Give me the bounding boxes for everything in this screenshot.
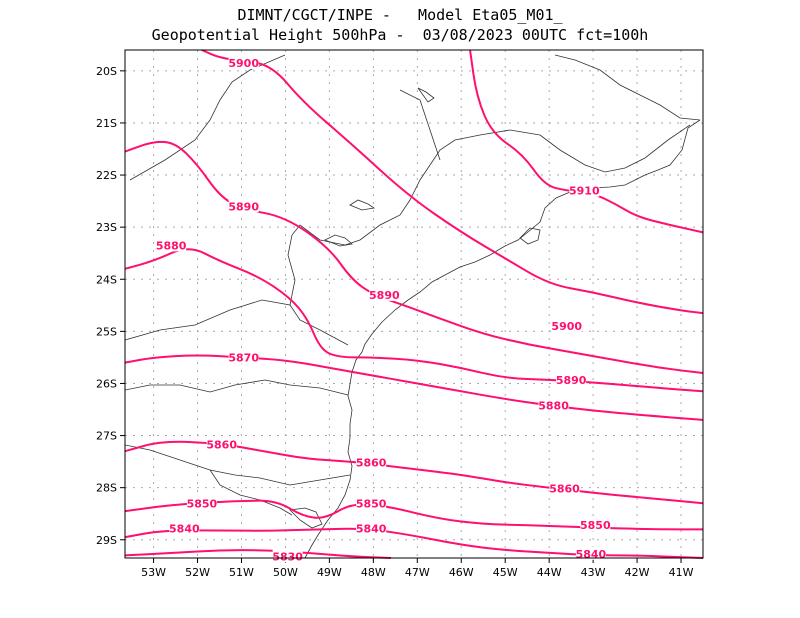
x-tick-label: 44W xyxy=(537,566,562,579)
map-frame xyxy=(124,49,704,559)
y-tick-label: 24S xyxy=(96,273,117,286)
contour-label: 5830 xyxy=(272,550,303,563)
x-tick-label: 52W xyxy=(185,566,210,579)
contour-5910 xyxy=(469,49,704,234)
contour-label-bg xyxy=(228,56,259,70)
contour-5900 xyxy=(201,49,704,315)
y-tick-label: 22S xyxy=(96,169,117,182)
y-tick-label: 27S xyxy=(96,430,117,443)
lagoon-outline xyxy=(289,507,323,529)
x-tick-label: 48W xyxy=(361,566,386,579)
contour-label: 5840 xyxy=(576,548,607,561)
contour-5890 xyxy=(124,140,704,375)
x-tick-label: 50W xyxy=(273,566,298,579)
contour-label: 5840 xyxy=(356,522,387,535)
geopotential-contours: 5830 5840 5840 5840 5850 5850 5850 5860 5860 5860… xyxy=(124,49,704,563)
state-border-6 xyxy=(129,54,286,181)
x-tick-label: 53W xyxy=(141,566,166,579)
contour-label: 5850 xyxy=(580,519,611,532)
contour-label: 5860 xyxy=(206,438,237,451)
contour-label: 5840 xyxy=(169,522,200,535)
bay-outline xyxy=(519,227,541,245)
contour-label: 5850 xyxy=(187,497,218,510)
contour-label-bg xyxy=(551,319,582,333)
contour-label: 5860 xyxy=(356,457,387,470)
contour-5870 xyxy=(124,354,704,421)
state-border-1 xyxy=(124,299,349,346)
reservoir-3 xyxy=(417,87,435,103)
contour-5880 xyxy=(124,248,704,393)
contour-label-bg xyxy=(228,350,259,364)
y-tick-label: 21S xyxy=(96,117,117,130)
y-tick-label: 23S xyxy=(96,221,117,234)
x-tick-label: 43W xyxy=(581,566,606,579)
contour-label: 5860 xyxy=(549,483,580,496)
contour-label-bg xyxy=(575,546,606,560)
contour-label-bg xyxy=(206,437,237,451)
coastline-and-borders xyxy=(124,54,701,559)
contour-label-bg xyxy=(356,496,387,510)
state-border-9 xyxy=(554,54,701,121)
x-tick-label: 41W xyxy=(669,566,694,579)
contour-label-bg xyxy=(228,199,259,213)
contour-label: 5890 xyxy=(228,200,259,213)
state-border-4 xyxy=(209,469,293,516)
y-tick-label: 25S xyxy=(96,325,117,338)
contour-label-bg xyxy=(169,521,200,535)
contour-label: 5870 xyxy=(228,351,259,364)
x-tick-label: 45W xyxy=(493,566,518,579)
reservoir-2 xyxy=(324,234,353,247)
y-tick-label: 28S xyxy=(96,482,117,495)
y-tick-label: 20S xyxy=(96,65,117,78)
contour-label: 5910 xyxy=(569,185,600,198)
contour-label: 5880 xyxy=(538,399,569,412)
x-tick-label: 42W xyxy=(625,566,650,579)
contour-label-bg xyxy=(556,372,587,386)
state-border-8 xyxy=(539,124,691,173)
contour-label: 5850 xyxy=(356,497,387,510)
y-tick-label: 26S xyxy=(96,377,117,390)
contour-label: 5890 xyxy=(369,289,400,302)
contour-label: 5900 xyxy=(551,320,582,333)
contour-label-bg xyxy=(369,287,400,301)
reservoir-1 xyxy=(349,199,376,211)
y-tick-label: 29S xyxy=(96,534,117,547)
contour-5830 xyxy=(124,549,391,559)
contour-label: 5880 xyxy=(156,239,187,252)
contour-label-bg xyxy=(356,521,387,535)
contour-label-bg xyxy=(272,549,303,563)
contour-label-bg xyxy=(156,238,187,252)
contour-label: 5890 xyxy=(556,374,587,387)
state-border-7 xyxy=(399,89,441,161)
contour-label: 5900 xyxy=(228,57,259,70)
contour-label-bg xyxy=(549,481,580,495)
x-tick-label: 49W xyxy=(317,566,342,579)
x-tick-label: 51W xyxy=(229,566,254,579)
state-border-5 xyxy=(287,129,541,306)
lat-lon-grid xyxy=(120,50,703,563)
contour-label-bg xyxy=(356,455,387,469)
x-tick-label: 46W xyxy=(449,566,474,579)
map-title-line1: DIMNT/CGCT/INPE - Model Eta05_M01_ xyxy=(237,6,563,24)
map-title-line2: Geopotential Height 500hPa - 03/08/2023 … xyxy=(151,26,649,44)
contour-label-bg xyxy=(186,496,217,510)
state-border-3 xyxy=(124,444,351,486)
contour-label-bg xyxy=(580,518,611,532)
x-tick-label: 47W xyxy=(405,566,430,579)
contour-5840 xyxy=(124,527,704,559)
contour-label-bg xyxy=(569,183,600,197)
state-border-2 xyxy=(124,379,349,396)
contour-label-bg xyxy=(538,398,569,412)
